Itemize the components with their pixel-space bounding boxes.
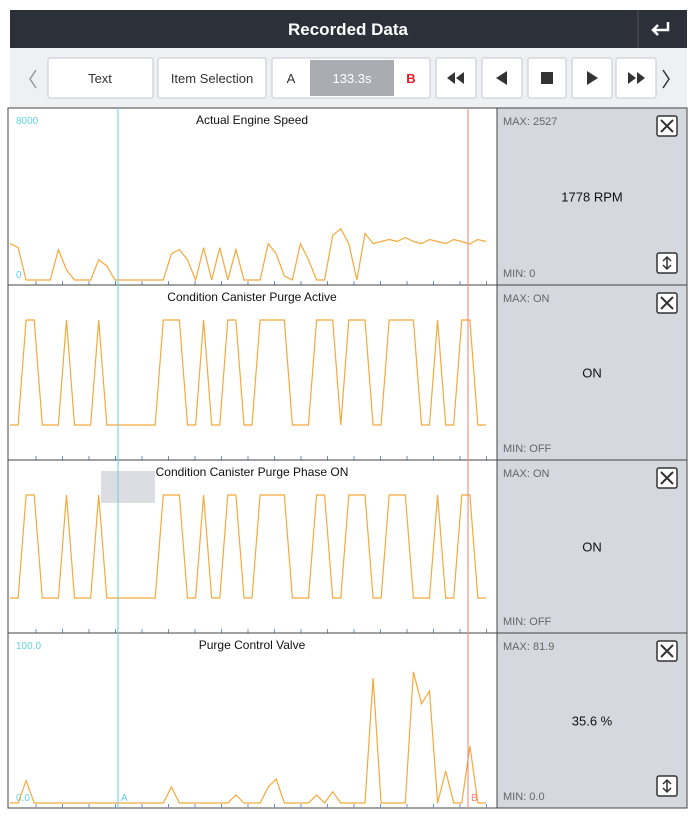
close-icon — [660, 296, 674, 310]
plot-area — [7, 107, 498, 286]
current-value: ON — [582, 366, 602, 381]
current-value: 35.6 % — [572, 714, 613, 729]
min-label: MIN: 0.0 — [503, 791, 545, 803]
expand-icon — [662, 255, 672, 271]
trace-line — [10, 319, 486, 426]
current-value: 1778 RPM — [561, 190, 622, 205]
max-label: MAX: ON — [503, 293, 550, 305]
min-label: MIN: OFF — [503, 443, 552, 455]
max-label: MAX: 81.9 — [503, 641, 554, 653]
marker-a[interactable]: A — [287, 71, 296, 86]
rewind-fast[interactable] — [435, 57, 477, 99]
cursor-b-label: B — [471, 793, 478, 804]
y-tick-label: 0 — [16, 270, 22, 281]
trace-line — [10, 494, 486, 599]
panel-title: Purge Control Valve — [199, 638, 306, 652]
back-button[interactable] — [651, 22, 670, 36]
cursor-a-label: A — [121, 793, 128, 804]
text-button-label: Text — [88, 71, 112, 86]
stop[interactable] — [527, 57, 567, 99]
prev-arrow[interactable] — [29, 69, 37, 89]
value-panel — [496, 459, 688, 634]
value-panel — [496, 632, 688, 809]
back-icon — [651, 22, 670, 36]
close-icon — [660, 119, 674, 133]
time-value: 133.3s — [332, 71, 372, 86]
icon — [628, 72, 645, 84]
play[interactable] — [571, 57, 613, 99]
plot-area — [7, 632, 498, 809]
time-box — [310, 60, 394, 96]
trace-line — [10, 671, 486, 804]
min-label: MIN: 0 — [503, 268, 535, 280]
rewind[interactable] — [481, 57, 523, 99]
value-panel — [496, 284, 688, 461]
expand-button[interactable] — [656, 252, 678, 274]
expand-button[interactable] — [656, 775, 678, 797]
trace-line — [9, 227, 487, 282]
close-button[interactable] — [656, 640, 678, 662]
overlay-box — [101, 471, 155, 503]
expand-icon — [662, 778, 672, 794]
icon — [587, 71, 598, 85]
header-title: Recorded Data — [288, 20, 409, 39]
item-selection-button[interactable] — [157, 57, 267, 99]
text-button[interactable] — [47, 57, 154, 99]
icon — [447, 72, 464, 84]
close-button[interactable] — [656, 115, 678, 137]
next-arrow[interactable] — [662, 69, 670, 89]
panel-title: Condition Canister Purge Active — [167, 290, 337, 304]
icon — [541, 72, 553, 84]
y-tick-label: 100.0 — [16, 641, 41, 652]
current-value: ON — [582, 540, 602, 555]
header-bar — [10, 10, 687, 48]
panel-title: Condition Canister Purge Phase ON — [156, 465, 349, 479]
marker-b[interactable]: B — [406, 71, 415, 86]
close-icon — [660, 471, 674, 485]
y-tick-label: 0.0 — [16, 793, 30, 804]
y-tick-label: 8000 — [16, 116, 39, 127]
plot-area — [7, 459, 498, 634]
plot-area — [7, 284, 498, 461]
close-button[interactable] — [656, 467, 678, 489]
icon — [496, 71, 507, 85]
value-panel — [496, 107, 688, 286]
item-selection-label: Item Selection — [171, 71, 253, 86]
forward-fast[interactable] — [615, 57, 657, 99]
max-label: MAX: ON — [503, 468, 550, 480]
min-label: MIN: OFF — [503, 616, 552, 628]
close-icon — [660, 644, 674, 658]
max-label: MAX: 2527 — [503, 116, 557, 128]
panel-title: Actual Engine Speed — [196, 113, 308, 127]
close-button[interactable] — [656, 292, 678, 314]
